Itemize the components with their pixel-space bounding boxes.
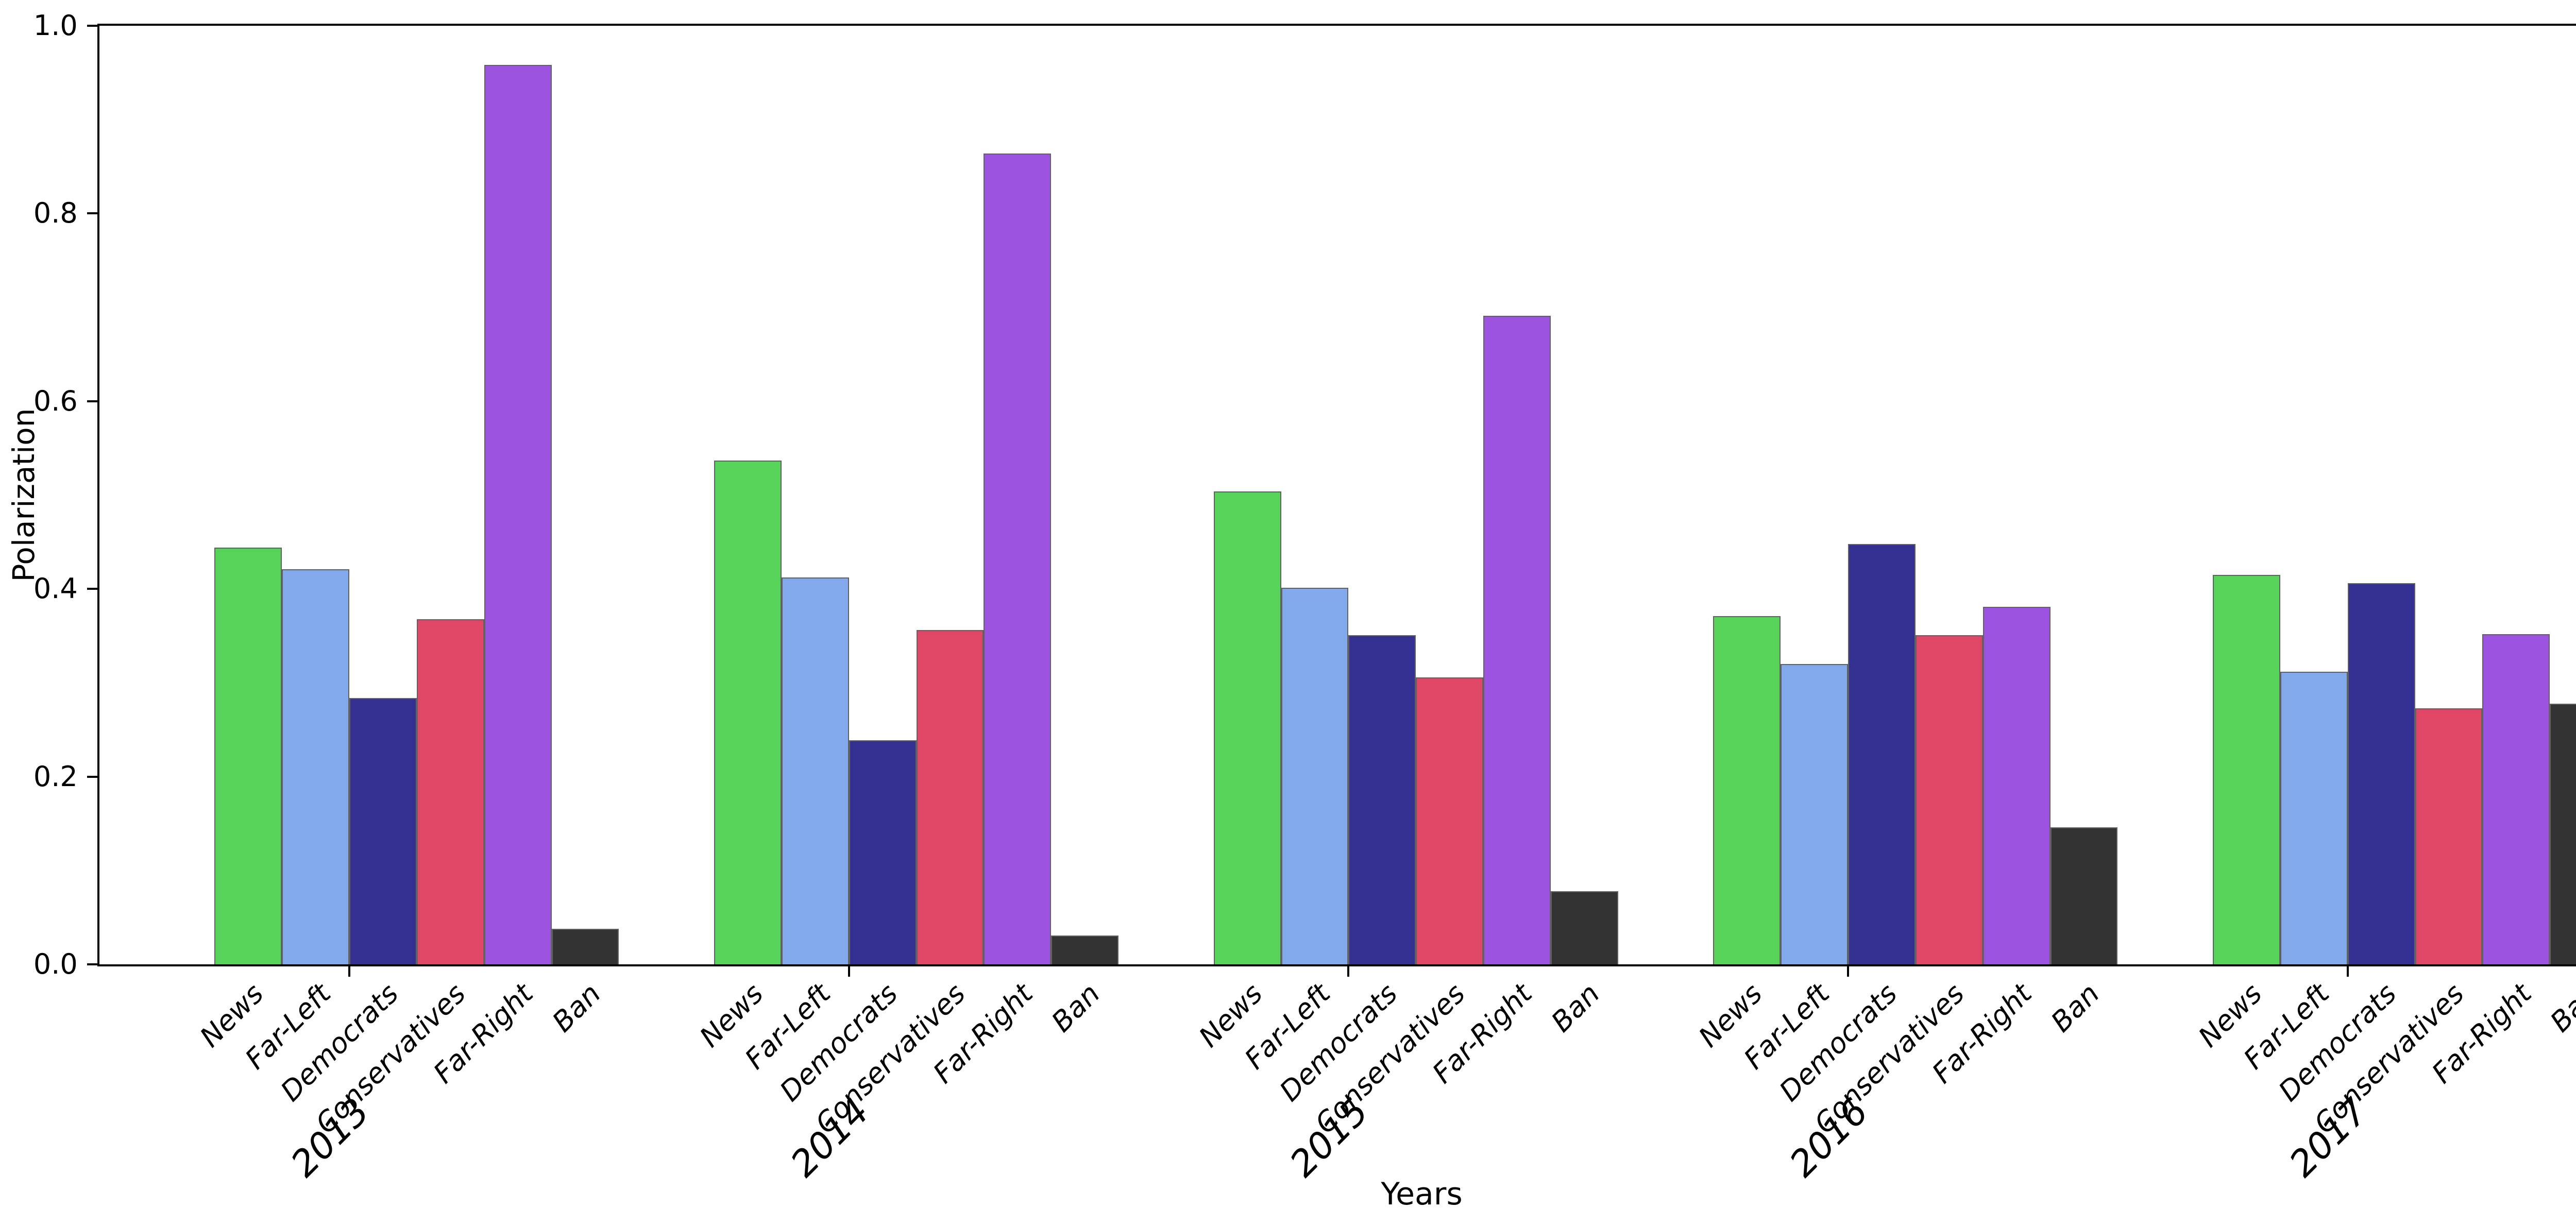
y-tick-mark [87, 212, 99, 215]
plot-area: 0.0 0.2 0.4 0.6 0.8 1.0 News Far-Left Democrats C… [33, 11, 2576, 1185]
y-tick-label: 0.6 [33, 384, 78, 417]
y-tick-mark [87, 400, 99, 402]
bar-2016-news [1713, 616, 1781, 965]
x-tick-mark-2013 [348, 964, 351, 977]
bar-2014-democrats [849, 740, 917, 965]
y-axis-title: Polarization [6, 408, 41, 582]
bar-2014-ban [1051, 935, 1118, 965]
bar-2017-news [2213, 574, 2280, 965]
y-tick-label: 0.2 [33, 760, 78, 793]
bar-2016-far-right [1982, 606, 2050, 965]
x-axis-title: Years [1381, 1176, 1463, 1212]
bar-2013-democrats [349, 697, 417, 965]
y-tick-label: 1.0 [33, 9, 78, 42]
x-tick-label-ban: Ban [1545, 977, 1606, 1039]
bar-2017-far-right [2482, 634, 2550, 965]
bar-2014-conservatives [916, 630, 984, 965]
bar-2017-ban [2550, 703, 2576, 965]
bar-2013-news [214, 548, 282, 965]
bar-2014-far-right [984, 153, 1052, 965]
bar-2015-news [1213, 491, 1281, 965]
x-tick-mark-2016 [1847, 964, 1850, 977]
bar-2017-conservatives [2415, 708, 2483, 965]
x-tick-mark-2017 [2346, 964, 2349, 977]
y-tick-label: 0.4 [33, 572, 78, 605]
y-tick-mark [87, 775, 99, 778]
y-tick-mark [87, 963, 99, 966]
bar-2016-conservatives [1915, 635, 1983, 965]
x-tick-label-ban: Ban [1045, 977, 1107, 1039]
bar-2013-far-left [282, 569, 350, 965]
bar-2015-democrats [1348, 635, 1416, 965]
x-tick-mark-2014 [848, 964, 850, 977]
x-tick-label-ban: Ban [546, 977, 607, 1039]
x-tick-label-ban: Ban [2544, 977, 2576, 1039]
y-tick-mark [87, 588, 99, 590]
x-tick-label-ban: Ban [2044, 977, 2106, 1039]
bar-2013-far-right [484, 65, 552, 965]
bar-2016-democrats [1848, 543, 1916, 965]
bar-2014-far-left [781, 577, 849, 965]
bar-2014-news [714, 460, 782, 965]
x-tick-mark-2015 [1347, 964, 1350, 977]
y-tick-label: 0.0 [33, 948, 78, 981]
bar-2013-conservatives [416, 619, 484, 965]
bar-2015-ban [1550, 891, 1618, 965]
bar-2016-ban [2050, 827, 2118, 965]
bar-2015-far-left [1281, 588, 1349, 965]
bar-2015-far-right [1483, 316, 1551, 965]
bar-2013-ban [551, 929, 619, 965]
bar-2016-far-left [1781, 664, 1849, 965]
bar-2017-democrats [2347, 583, 2415, 965]
bar-2015-conservatives [1416, 677, 1484, 965]
y-tick-label: 0.8 [33, 197, 78, 230]
bar-2017-far-left [2280, 671, 2348, 965]
y-tick-mark [87, 24, 99, 27]
